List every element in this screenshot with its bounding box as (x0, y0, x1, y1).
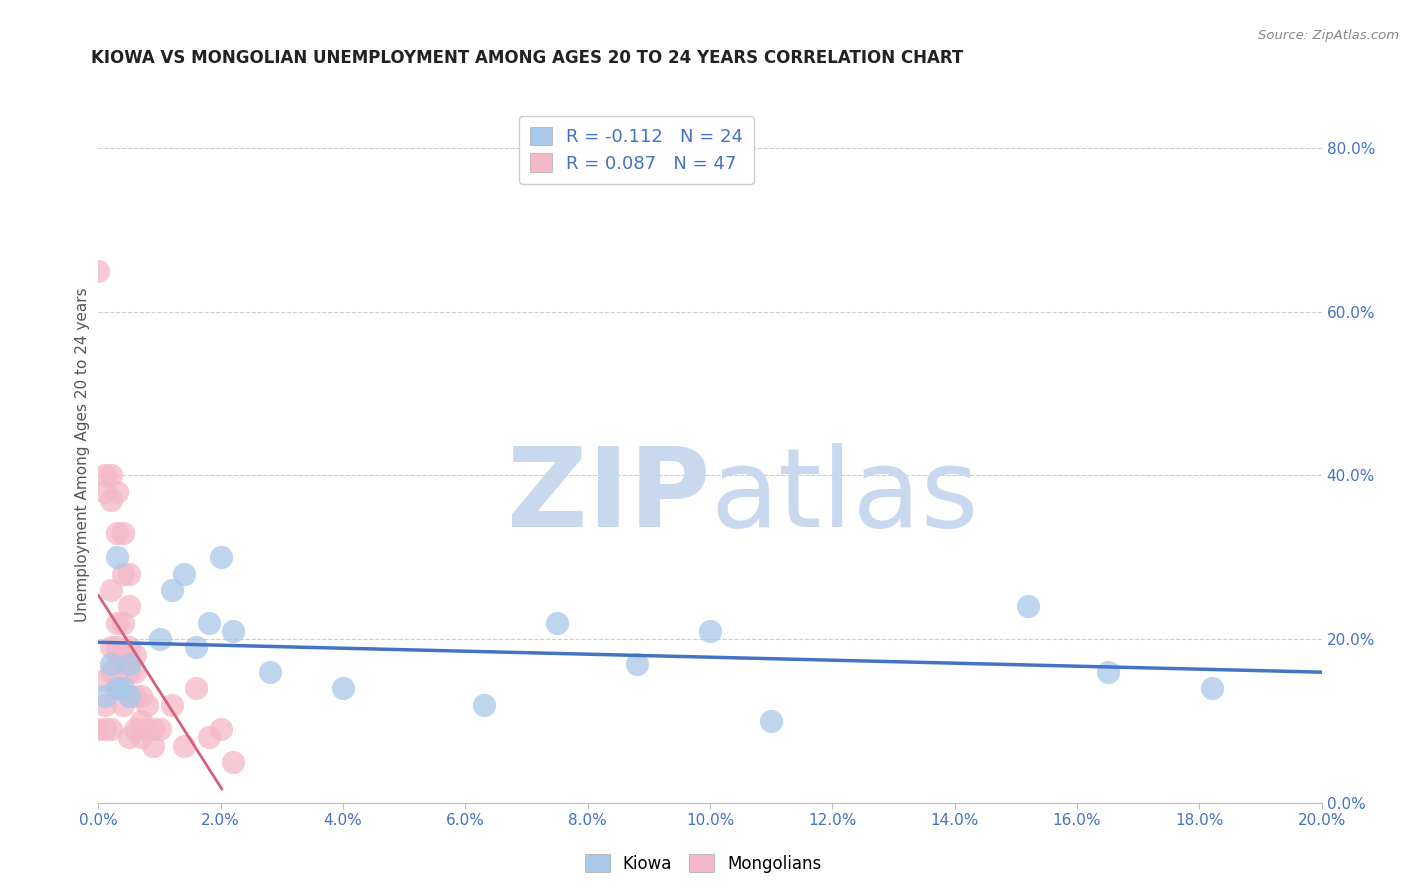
Point (332, 681, 354, 696)
Point (173, 739, 195, 753)
Point (105, 525, 128, 540)
Point (118, 657, 141, 671)
Text: ZIP: ZIP (506, 443, 710, 550)
Point (259, 665, 281, 679)
Point (105, 681, 128, 696)
Point (100, 665, 122, 679)
Point (124, 665, 146, 679)
Point (93, 673, 115, 687)
Point (105, 484, 128, 499)
Point (100, 722, 122, 736)
Point (124, 648, 146, 663)
Point (546, 615, 568, 630)
Point (142, 739, 165, 753)
Point (699, 624, 721, 638)
Point (111, 615, 134, 630)
Point (100, 468, 122, 483)
Point (111, 648, 134, 663)
Point (186, 681, 208, 696)
Point (626, 657, 648, 671)
Point (111, 681, 134, 696)
Point (222, 624, 245, 638)
Point (111, 698, 134, 712)
Point (160, 582, 183, 597)
Point (197, 731, 219, 745)
Point (93, 722, 115, 736)
Y-axis label: Unemployment Among Ages 20 to 24 years: Unemployment Among Ages 20 to 24 years (75, 287, 90, 623)
Point (1201, 681, 1223, 696)
Point (118, 640, 141, 655)
Point (111, 525, 134, 540)
Point (118, 599, 141, 614)
Point (129, 714, 152, 728)
Point (118, 665, 141, 679)
Point (160, 698, 183, 712)
Point (759, 714, 782, 728)
Point (118, 731, 141, 745)
Point (105, 681, 128, 696)
Text: Source: ZipAtlas.com: Source: ZipAtlas.com (1258, 29, 1399, 42)
Point (124, 722, 146, 736)
Point (100, 640, 122, 655)
Point (136, 722, 159, 736)
Point (93, 484, 115, 499)
Point (93, 698, 115, 712)
Point (186, 640, 208, 655)
Point (100, 657, 122, 671)
Point (149, 722, 172, 736)
Point (105, 640, 128, 655)
Point (222, 755, 245, 769)
Point (100, 582, 122, 597)
Point (129, 731, 152, 745)
Point (87, 722, 110, 736)
Point (93, 690, 115, 704)
Point (472, 698, 495, 712)
Point (197, 615, 219, 630)
Point (209, 550, 232, 565)
Point (100, 492, 122, 507)
Legend: R = -0.112   N = 24, R = 0.087   N = 47: R = -0.112 N = 24, R = 0.087 N = 47 (519, 116, 754, 184)
Point (118, 690, 141, 704)
Point (124, 690, 146, 704)
Point (1097, 665, 1119, 679)
Text: atlas: atlas (710, 443, 979, 550)
Point (142, 722, 165, 736)
Point (105, 550, 128, 565)
Point (129, 690, 152, 704)
Point (105, 615, 128, 630)
Point (111, 566, 134, 581)
Point (149, 632, 172, 646)
Point (87, 264, 110, 278)
Point (1017, 599, 1039, 614)
Point (136, 698, 159, 712)
Point (93, 468, 115, 483)
Text: KIOWA VS MONGOLIAN UNEMPLOYMENT AMONG AGES 20 TO 24 YEARS CORRELATION CHART: KIOWA VS MONGOLIAN UNEMPLOYMENT AMONG AG… (91, 49, 963, 67)
Point (105, 657, 128, 671)
Point (118, 566, 141, 581)
Point (209, 722, 232, 736)
Point (173, 566, 195, 581)
Legend: Kiowa, Mongolians: Kiowa, Mongolians (578, 847, 828, 880)
